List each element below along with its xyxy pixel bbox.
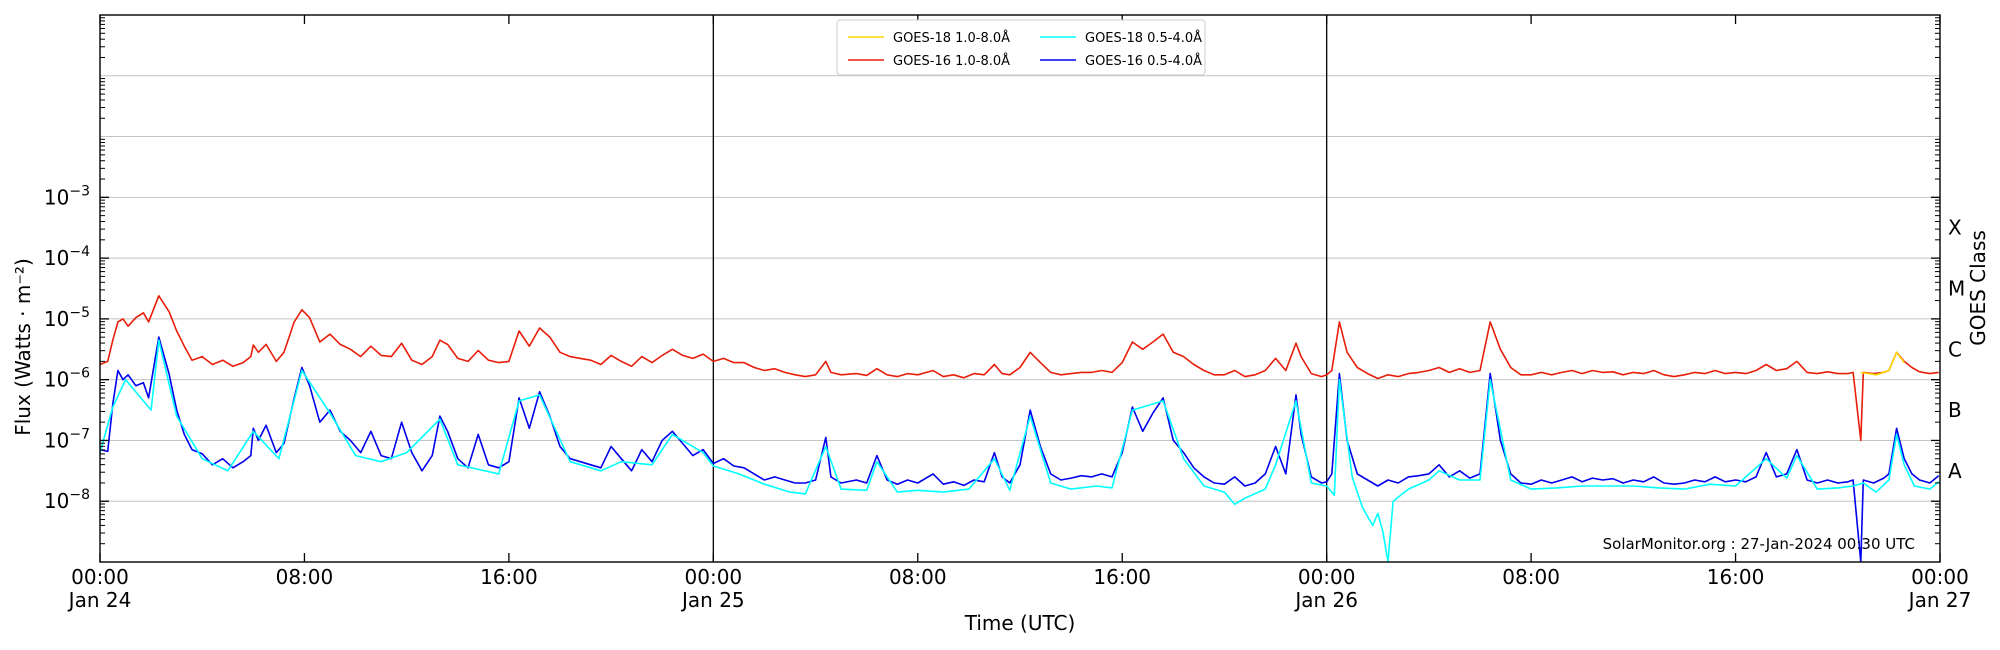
x-tick-label: 08:00 — [1502, 565, 1560, 589]
legend-label: GOES-18 1.0-8.0Å — [893, 30, 1010, 46]
x-tick-label: 08:00 — [889, 565, 947, 589]
series-line — [99, 336, 1940, 563]
goes-class-label: X — [1948, 216, 1962, 240]
x-tick-label: 16:00 — [480, 565, 538, 589]
y-tick-label: 10−6 — [44, 366, 90, 392]
goes-class-label: B — [1948, 398, 1962, 422]
x-tick-date-label: Jan 27 — [1907, 588, 1972, 612]
y-tick-label: 10−4 — [44, 244, 90, 270]
y-grid-lines — [100, 75, 1940, 502]
y-axis-title: Flux (Watts · m⁻²) — [11, 258, 35, 436]
day-boundary-lines — [712, 15, 1328, 562]
watermark-text: SolarMonitor.org : 27-Jan-2024 00:30 UTC — [1603, 535, 1915, 553]
x-tick-label: 08:00 — [276, 565, 334, 589]
y-tick-label: 10−7 — [44, 426, 90, 452]
legend-label: GOES-16 0.5-4.0Å — [1085, 53, 1202, 69]
x-tick-label: 00:00 — [1911, 565, 1969, 589]
legend-label: GOES-18 0.5-4.0Å — [1085, 30, 1202, 46]
x-tick-date-label: Jan 25 — [680, 588, 745, 612]
x-tick-label: 00:00 — [685, 565, 743, 589]
series-line — [99, 294, 1939, 442]
x-tick-label: 00:00 — [1298, 565, 1356, 589]
legend-box — [836, 19, 1206, 76]
goes-class-labels: A B C M X — [1948, 216, 1965, 483]
goes-class-label: C — [1948, 337, 1962, 361]
y-tick-label: 10−5 — [44, 305, 90, 331]
legend-label: GOES-16 1.0-8.0Å — [893, 53, 1010, 69]
plot-frame — [99, 14, 1941, 563]
goes-class-label: M — [1948, 277, 1965, 301]
x-tick-label: 16:00 — [1093, 565, 1151, 589]
x-tick-label: 16:00 — [1707, 565, 1765, 589]
goes-class-label: A — [1948, 459, 1962, 483]
legend: GOES-18 1.0-8.0Å GOES-16 1.0-8.0Å GOES-18 … — [836, 19, 1206, 76]
x-tick-date-label: Jan 26 — [1293, 588, 1358, 612]
y-ticks: 10−8 10−7 10−6 10−5 10−4 10−3 — [44, 17, 1940, 545]
series-line — [1860, 351, 1905, 376]
x-tick-label: 00:00 — [71, 565, 129, 589]
y-tick-label: 10−8 — [44, 487, 90, 513]
x-tick-date-label: Jan 24 — [67, 588, 132, 612]
series-line — [99, 339, 1940, 563]
series-lines — [99, 294, 1940, 563]
right-axis-title: GOES Class — [1966, 230, 1990, 346]
y-tick-label: 10−3 — [44, 183, 90, 209]
x-axis-title: Time (UTC) — [964, 611, 1076, 635]
